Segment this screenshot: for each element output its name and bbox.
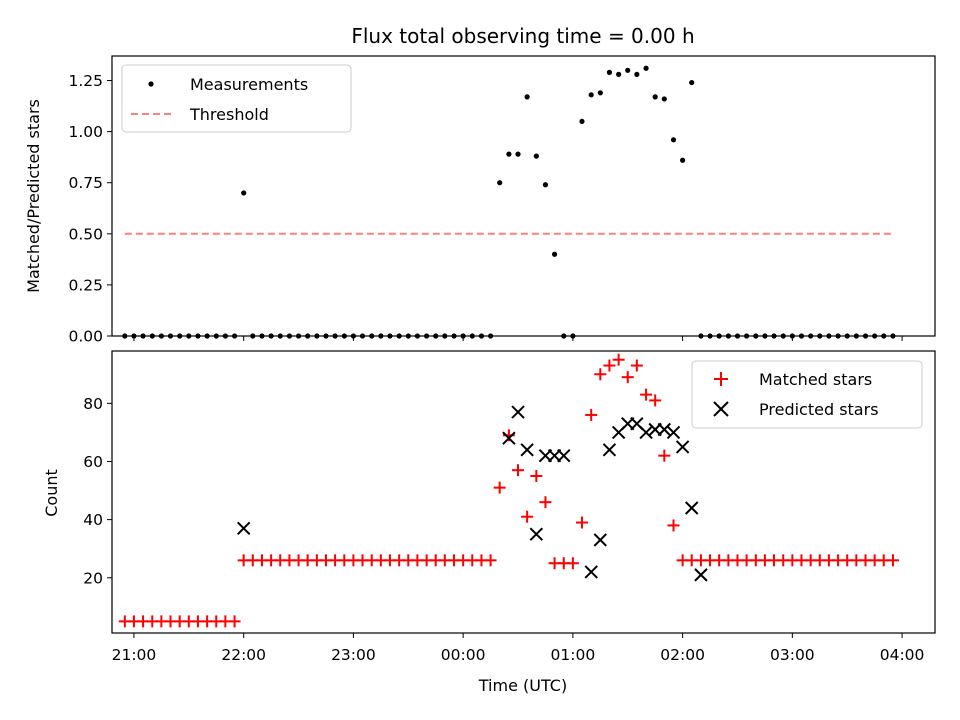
matched-star-point	[493, 481, 506, 494]
top-ytick-label: 1.25	[68, 72, 103, 90]
predicted-star-point	[511, 405, 525, 419]
top-ytick-label: 1.00	[68, 123, 103, 141]
bottom-legend-box	[691, 360, 923, 429]
bottom-y-ticks: 20 40 60 80	[83, 395, 112, 587]
xtick-label: 04:00	[880, 646, 925, 664]
predicted-star-point	[639, 425, 653, 440]
matched-star-point	[886, 554, 899, 567]
predicted-star-point	[529, 527, 544, 541]
bottom-plot-area	[118, 353, 899, 628]
bottom-y-axis-label: Count	[42, 469, 61, 517]
measurement-point	[634, 71, 640, 77]
measurement-point	[241, 190, 247, 196]
matched-star-point	[640, 388, 653, 401]
measurement-point	[524, 94, 530, 100]
matched-star-point	[575, 516, 588, 529]
predicted-star-point	[520, 443, 534, 457]
predicted-star-point	[657, 422, 671, 437]
predicted-star-point	[584, 565, 598, 579]
measurement-point	[652, 94, 658, 100]
measurement-point	[506, 151, 512, 157]
xtick-label: 21:00	[112, 646, 157, 664]
matched-star-point	[630, 359, 643, 372]
top-legend-box	[121, 64, 352, 133]
legend-predicted-marker	[713, 401, 729, 417]
matched-star-point	[484, 554, 497, 567]
matched-star-point	[585, 408, 598, 421]
legend-matched-marker	[714, 372, 728, 386]
matched-star-point	[530, 470, 543, 483]
matched-star-point	[649, 394, 662, 407]
measurement-point	[497, 180, 503, 186]
bottom-x-ticks: 21:00 22:00 23:00 00:00 01:00 02:00 03:00 04:00	[112, 633, 925, 664]
legend-measurements-label: Measurements	[190, 75, 308, 94]
bottom-ytick-label: 20	[83, 569, 103, 587]
top-ytick-label: 0.25	[68, 276, 103, 294]
legend-predicted-label: Predicted stars	[759, 400, 879, 419]
matched-star-point	[621, 371, 634, 384]
top-ytick-label: 0.00	[68, 328, 103, 346]
matched-star-point	[612, 353, 625, 366]
predicted-star-point	[685, 501, 699, 515]
top-y-ticks: 0.00 0.25 0.50 0.75 1.00 1.25	[68, 72, 112, 346]
legend-threshold-label: Threshold	[189, 105, 269, 124]
predicted-star-point	[694, 568, 708, 582]
measurement-point	[616, 71, 622, 77]
top-ytick-label: 0.75	[68, 174, 103, 192]
count-panel: Count Time (UTC) 20 40 60 80 21:00 22:00 23:0…	[42, 350, 936, 695]
measurement-point	[588, 92, 594, 98]
bottom-ytick-label: 40	[83, 511, 103, 529]
measurement-point	[515, 151, 521, 157]
legend-matched-label: Matched stars	[759, 370, 872, 389]
predicted-star-point	[675, 440, 690, 454]
x-axis-label: Time (UTC)	[478, 676, 567, 695]
measurement-point	[606, 69, 613, 75]
measurement-point	[689, 79, 695, 86]
top-y-axis-label: Matched/Predicted stars	[24, 99, 43, 293]
matched-star-point	[603, 359, 616, 372]
matched-star-point	[512, 464, 525, 477]
ratio-panel: Flux total observing time = 0.00 h Match…	[24, 24, 936, 346]
bottom-ytick-label: 80	[83, 395, 103, 413]
xtick-label: 03:00	[770, 646, 815, 664]
predicted-star-point	[593, 533, 608, 547]
measurement-point	[680, 157, 686, 163]
predicted-star-point	[557, 448, 571, 463]
measurement-point	[661, 96, 667, 102]
measurement-point	[625, 67, 631, 73]
predicted-star-point	[602, 443, 617, 457]
bottom-legend: Matched stars Predicted stars	[691, 360, 923, 429]
xtick-label: 22:00	[221, 646, 266, 664]
matched-star-point	[658, 449, 671, 462]
matched-star-point	[521, 510, 534, 523]
measurement-point	[643, 65, 649, 71]
measurement-point	[597, 90, 603, 96]
matched-star-point	[566, 557, 579, 570]
predicted-star-point	[502, 431, 516, 445]
predicted-star-point	[236, 521, 251, 536]
chart-title: Flux total observing time = 0.00 h	[351, 24, 694, 48]
xtick-label: 01:00	[551, 646, 596, 664]
matched-star-point	[228, 615, 241, 628]
top-ytick-label: 0.50	[68, 225, 103, 243]
bottom-ytick-label: 60	[83, 453, 103, 471]
matched-star-point	[667, 519, 680, 532]
xtick-label: 02:00	[660, 646, 705, 664]
measurement-point	[670, 137, 677, 143]
matched-star-point	[594, 368, 607, 381]
xtick-label: 00:00	[441, 646, 486, 664]
measurement-point	[579, 118, 585, 125]
matched-star-point	[539, 496, 552, 509]
measurement-point	[551, 251, 558, 257]
top-legend: Measurements Threshold	[121, 64, 352, 133]
top-axes-frame	[111, 55, 936, 337]
measurement-point	[533, 153, 539, 159]
bottom-axes-frame	[111, 350, 936, 634]
legend-measurements-marker	[148, 81, 154, 87]
xtick-label: 23:00	[331, 646, 376, 664]
measurement-point	[542, 182, 549, 188]
predicted-star-point	[666, 425, 681, 440]
